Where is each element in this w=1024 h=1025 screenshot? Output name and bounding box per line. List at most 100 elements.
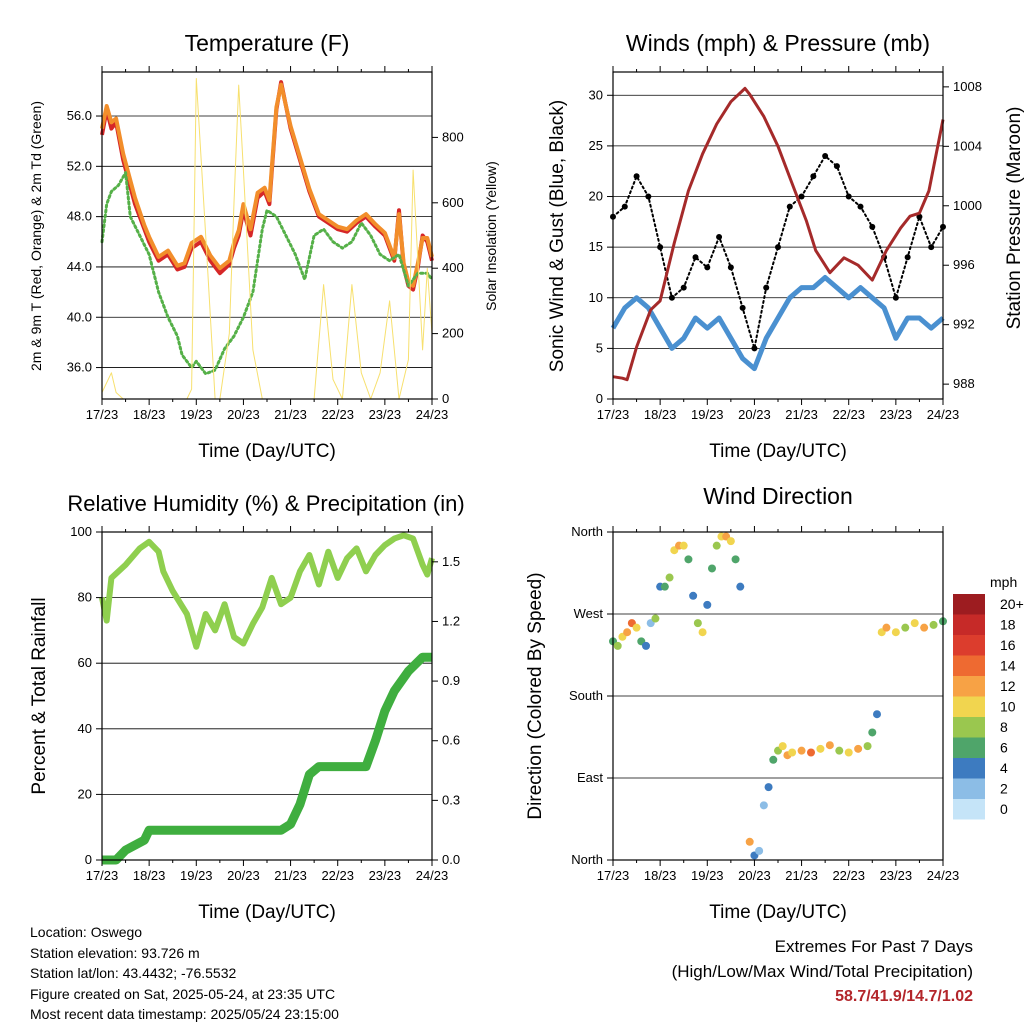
humidity-ylabel-left: Percent & Total Rainfall (29, 597, 50, 794)
colorbar-swatch (953, 635, 985, 656)
direction-point (712, 541, 721, 550)
winds-title: Winds (mph) & Pressure (mb) (626, 30, 930, 56)
humidity-xtick-label: 24/23 (416, 868, 449, 883)
temperature-y2tick-label: 0 (442, 391, 449, 406)
info-location: Location: Oswego (30, 924, 143, 940)
humidity-title: Relative Humidity (%) & Precipitation (i… (67, 491, 464, 516)
colorbar-label: 8 (1000, 719, 1008, 735)
colorbar-swatch (953, 614, 985, 635)
info-elevation: Station elevation: 93.726 m (30, 944, 200, 961)
temperature-xtick-label: 21/23 (274, 407, 307, 422)
humidity-xtick-label: 22/23 (321, 868, 354, 883)
wind-gust-point (645, 193, 652, 200)
direction-point (665, 573, 674, 582)
direction-point (764, 783, 773, 792)
winds-y2tick-label: 1004 (953, 138, 982, 153)
humidity-ytick-label: 60 (78, 655, 92, 670)
humidity-series-line (102, 652, 432, 865)
direction-point (901, 623, 910, 632)
temperature-series-line (100, 82, 434, 288)
wind-gust-point (775, 244, 781, 251)
direction-point (816, 744, 825, 753)
temperature-xtick-label: 22/23 (321, 407, 354, 422)
direction-point (698, 628, 707, 637)
direction-panel: Wind Direction 17/23 18/23 19/23 20/23 21/23… (525, 483, 1024, 923)
temperature-ytick-label: 36.0 (67, 360, 92, 375)
humidity-ytick-label: 40 (78, 721, 92, 736)
direction-point (689, 591, 698, 600)
temperature-xtick-label: 23/23 (369, 407, 402, 422)
humidity-ytick-label: 20 (78, 786, 92, 801)
wind-gust-point (633, 173, 640, 180)
winds-xtick-label: 19/23 (691, 407, 724, 422)
station-info: Location: Oswego Station elevation: 93.7… (30, 922, 339, 1025)
colorbar-label: 16 (1000, 637, 1016, 653)
wind-gust-point (692, 254, 699, 261)
winds-panel: Winds (mph) & Pressure (mb) 17/23 18/23 19… (547, 30, 1024, 462)
wind-gust-point (727, 264, 734, 271)
direction-point (708, 564, 716, 573)
wind-gust-point (916, 213, 923, 220)
direction-xtick-label: 22/23 (832, 868, 865, 883)
direction-point (835, 746, 844, 755)
extremes-subtitle: (High/Low/Max Wind/Total Precipitation) (671, 962, 973, 981)
temperature-ylabel-right: Solar Insolation (Yellow) (483, 161, 499, 311)
direction-point (726, 537, 735, 546)
extremes-box: Extremes For Past 7 Days (High/Low/Max W… (672, 934, 973, 1009)
colorbar-label: 20+ (1000, 596, 1024, 612)
temperature-series-line (100, 171, 434, 376)
wind-gust-point (904, 254, 911, 261)
temperature-ytick-label: 52.0 (67, 158, 92, 173)
wind-gust-point (751, 345, 758, 352)
colorbar-swatch (953, 799, 985, 820)
winds-y2tick-label: 992 (953, 317, 975, 332)
colorbar-swatch (953, 655, 985, 676)
info-latlon: Station lat/lon: 43.4432; -76.5532 (30, 965, 237, 981)
direction-point (910, 619, 919, 628)
winds-series-line (612, 86, 945, 382)
direction-xtick-label: 17/23 (597, 868, 630, 883)
colorbar-swatch (953, 758, 985, 779)
colorbar-label: 12 (1000, 678, 1016, 694)
temperature-y2tick-label: 200 (442, 326, 464, 341)
winds-y2tick-label: 1008 (953, 79, 982, 94)
direction-point (684, 555, 693, 564)
temperature-xtick-label: 18/23 (133, 407, 166, 422)
direction-point (679, 541, 688, 550)
humidity-y2tick-label: 0.0 (442, 852, 460, 867)
direction-xtick-label: 23/23 (880, 868, 913, 883)
colorbar-label: 14 (1000, 658, 1016, 674)
colorbar-label: 6 (1000, 740, 1008, 756)
wind-gust-point (704, 264, 711, 271)
colorbar-swatch (953, 594, 985, 615)
humidity-xtick-label: 17/23 (86, 868, 119, 883)
wind-gust-point (845, 193, 852, 200)
wind-gust-point (763, 284, 770, 291)
humidity-panel: Relative Humidity (%) & Precipitation (i… (29, 491, 465, 923)
colorbar-label: 18 (1000, 617, 1016, 633)
direction-xtick-label: 19/23 (691, 868, 724, 883)
winds-y2tick-label: 996 (953, 257, 975, 272)
colorbar-swatch (953, 737, 985, 758)
winds-y2tick-label: 1000 (953, 198, 982, 213)
temperature-title: Temperature (F) (185, 30, 350, 56)
direction-point (642, 641, 650, 650)
colorbar-label: 0 (1000, 801, 1008, 817)
winds-xtick-label: 18/23 (644, 407, 677, 422)
winds-xtick-label: 20/23 (738, 407, 771, 422)
direction-point (873, 710, 881, 719)
wind-gust-point (621, 203, 628, 210)
direction-point (703, 600, 712, 609)
winds-ytick-label: 25 (589, 138, 603, 153)
wind-gust-point (798, 193, 805, 200)
winds-series-line (610, 275, 945, 372)
direction-xtick-label: 20/23 (738, 868, 771, 883)
direction-point (825, 741, 834, 750)
info-recent: Most recent data timestamp: 2025/05/24 2… (30, 1006, 339, 1022)
temperature-ytick-label: 44.0 (67, 259, 92, 274)
humidity-ytick-label: 80 (78, 590, 92, 605)
humidity-xlabel: Time (Day/UTC) (198, 902, 336, 923)
direction-point (623, 628, 632, 637)
direction-point (882, 623, 891, 632)
wind-gust-point (892, 294, 899, 301)
